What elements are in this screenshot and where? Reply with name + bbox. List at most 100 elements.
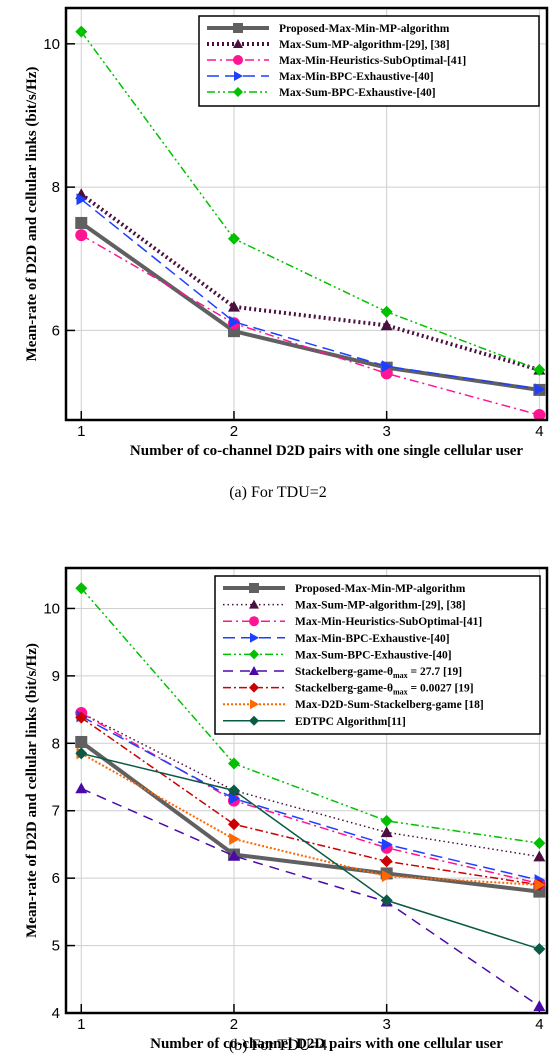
chart-b-series-8-point-4 <box>534 878 546 891</box>
chart-b-series-2-line <box>80 712 540 858</box>
chart-b-legend-label-8: Max-D2D-Sum-Stackelberg-game [18] <box>295 699 484 711</box>
chart-b-legend-marker-3 <box>249 616 259 627</box>
chart-b-series-7-point-1 <box>75 711 88 724</box>
chart-b-series-3-line <box>80 712 540 885</box>
chart-b-series-6-point-2 <box>227 849 240 861</box>
chart-b-caption: (b) For TDU=4 <box>229 1037 328 1054</box>
chart-a-ytick-label-1: 6 <box>52 322 60 339</box>
chart-a-series-4-point-4 <box>534 383 546 396</box>
chart-a-legend-label-2: Max-Sum-MP-algorithm-[29], [38] <box>279 39 450 51</box>
chart-b-series-8-point-2 <box>229 833 240 846</box>
chart-a-legend-label-4: Max-Min-BPC-Exhaustive-[40] <box>279 71 434 83</box>
chart-a-series-2 <box>75 188 546 375</box>
chart-b-series-6-point-1 <box>75 782 88 794</box>
chart-b-series-5-point-4 <box>533 837 546 850</box>
chart-b-legend-marker-7 <box>249 682 259 693</box>
chart-b-series-7-point-2 <box>227 818 240 831</box>
chart-a-plot-frame <box>64 6 549 422</box>
chart-b-series-9-point-4 <box>533 942 546 955</box>
chart-b-series-6 <box>75 782 546 1012</box>
chart-a-xtick-label-2: 2 <box>230 423 238 440</box>
chart-b-legend-marker-8 <box>250 699 259 710</box>
chart-b-series-5-line <box>80 587 540 844</box>
chart-b-xtick-label-4: 4 <box>535 1016 543 1033</box>
chart-b-series-9 <box>75 747 546 955</box>
chart-a-legend-marker-2 <box>233 39 243 48</box>
chart-b-series-4-line <box>80 715 540 881</box>
chart-b-series-5-point-3 <box>380 814 393 827</box>
chart-b-legend-marker-5 <box>249 649 259 660</box>
chart-a-legend-marker-4 <box>234 71 243 81</box>
chart-a-series-4 <box>76 193 546 396</box>
chart-a-legend-box <box>198 15 540 107</box>
chart-a-series-5-point-1 <box>75 25 88 38</box>
chart-b-series-4 <box>76 710 546 887</box>
chart-a-ytick-label-2: 8 <box>52 179 60 196</box>
chart-a-xtick-label-4: 4 <box>535 423 543 440</box>
chart-b-series-5-point-2 <box>227 757 240 770</box>
chart-a-series-5-point-2 <box>227 232 240 245</box>
chart-a-series-3 <box>75 229 546 421</box>
chart-b-y-axis-label: Mean-rate of D2D and cellular links (bit… <box>24 643 40 938</box>
chart-b-legend-marker-6 <box>249 666 259 675</box>
chart-a-series-4-point-3 <box>381 360 393 373</box>
chart-a-legend-label-5: Max-Sum-BPC-Exhaustive-[40] <box>279 87 436 99</box>
chart-a-series-5 <box>75 25 546 376</box>
chart-b-ytick-label-1: 4 <box>52 1005 60 1022</box>
chart-b-x-axis-label: Number of co-channel D2D pairs with one … <box>150 1036 503 1052</box>
chart-a-series-4-point-2 <box>229 315 240 328</box>
chart-b-xtick-label-2: 2 <box>230 1016 238 1033</box>
chart-b-ytick-label-5: 8 <box>52 735 60 752</box>
chart-a-legend-marker-3 <box>233 55 243 65</box>
chart-b-series-9-point-2 <box>227 784 240 797</box>
chart-a-series-5-point-3 <box>380 305 393 318</box>
chart-b-series-7-point-3 <box>380 855 393 868</box>
chart-b-legend-marker-1 <box>249 583 259 593</box>
chart-b-ytick-label-3: 6 <box>52 870 60 887</box>
chart-a-legend-marker-5 <box>233 87 243 97</box>
chart-b-legend-marker-2 <box>249 599 259 609</box>
chart-b-series-7-line <box>80 717 540 886</box>
chart-a-series-3-point-1 <box>75 229 88 242</box>
chart-b-series-6-point-4 <box>533 1000 546 1012</box>
chart-a-series-5-point-4 <box>533 363 546 376</box>
chart-b-legend-label-9: EDTPC Algorithm[11] <box>295 716 406 728</box>
chart-a-series-2-point-3 <box>380 319 393 331</box>
chart-b-ytick-label-2: 5 <box>52 938 60 955</box>
chart-a-series-4-point-1 <box>76 193 88 206</box>
chart-b-series-1-line <box>80 740 540 894</box>
chart-a-series-1-line <box>80 221 540 392</box>
chart-a: 1 2 3 4 6 8 10 Number of co-channel D2D pairs w… <box>24 6 549 501</box>
chart-b-ytick-label-4: 7 <box>52 803 60 820</box>
chart-b-legend-label-2: Max-Sum-MP-algorithm-[29], [38] <box>295 600 466 612</box>
chart-b-series-1-point-1 <box>75 735 88 748</box>
chart-a-legend-label-3: Max-Min-Heuristics-SubOptimal-[41] <box>279 55 466 67</box>
chart-a-caption: (a) For TDU=2 <box>229 484 327 501</box>
chart-a-series-5-line <box>80 31 540 371</box>
chart-b-legend-marker-4 <box>250 632 259 643</box>
chart-a-xtick-label-3: 3 <box>382 423 390 440</box>
chart-b-legend-label-6: Stackelberg-game-θmax = 27.7 [19] <box>295 666 462 680</box>
chart-b-series-9-point-3 <box>380 894 393 907</box>
chart-b-legend-label-5: Max-Sum-BPC-Exhaustive-[40] <box>295 649 452 661</box>
chart-a-x-axis-label: Number of co-channel D2D pairs with one … <box>130 443 524 459</box>
chart-a-series-1-point-1 <box>75 216 88 229</box>
chart-a-series-2-line <box>80 192 540 372</box>
chart-b-legend-label-7: Stackelberg-game-θmax = 0.0027 [19] <box>295 683 474 697</box>
chart-b-series-6-line <box>80 787 540 1007</box>
chart-b-legend: Proposed-Max-Min-MP-algorithm Max-Sum-MP-… <box>214 575 541 735</box>
chart-b-series-5 <box>75 582 546 850</box>
chart-a-series-3-line <box>80 234 540 416</box>
chart-b-series-8-point-3 <box>381 870 393 883</box>
chart-b-plot-frame <box>64 566 549 1015</box>
chart-a-legend-label-1: Proposed-Max-Min-MP-algorithm <box>279 23 450 35</box>
chart-a-series-3-point-4 <box>533 408 546 421</box>
chart-b-series-9-point-1 <box>75 747 88 760</box>
chart-b-xtick-label-3: 3 <box>382 1016 390 1033</box>
chart-b: 1 2 3 4 4 5 6 7 8 9 10 Number of co-channel D2D pai… <box>24 566 549 1054</box>
chart-b-legend-label-4: Max-Min-BPC-Exhaustive-[40] <box>295 633 450 645</box>
chart-b-xtick-label-1: 1 <box>77 1016 85 1033</box>
chart-a-legend: Proposed-Max-Min-MP-algorithm Max-Sum-MP-… <box>198 15 540 107</box>
chart-b-series-9-line <box>81 752 540 950</box>
